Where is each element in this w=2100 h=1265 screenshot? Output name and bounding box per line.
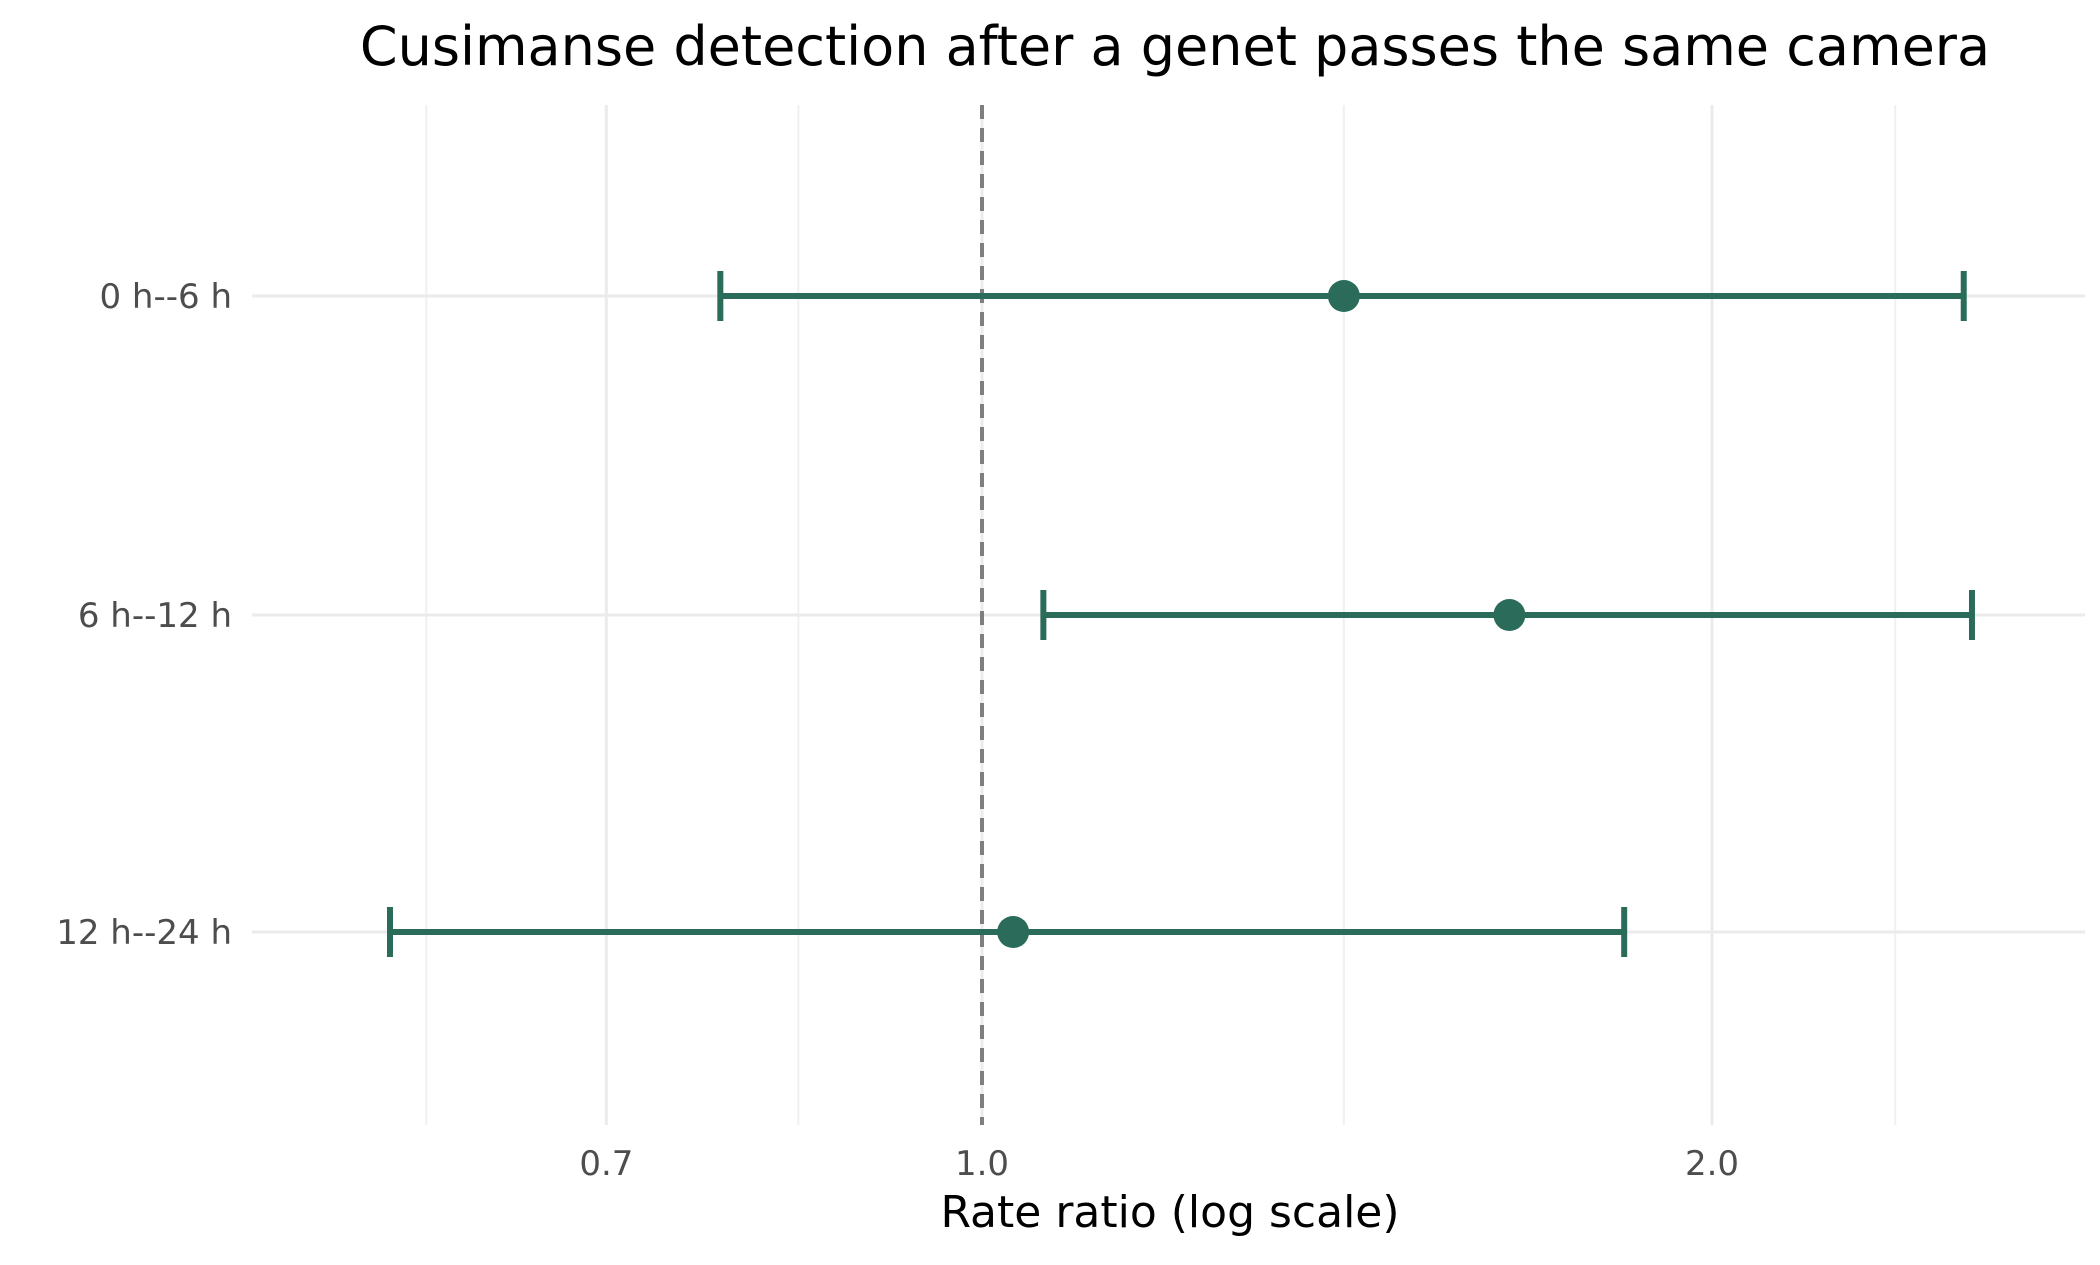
point-estimate (1493, 599, 1526, 631)
y-tick-label: 12 h--24 h (56, 913, 232, 953)
x-tick-label: 2.0 (1685, 1144, 1739, 1184)
x-tick-label: 0.7 (579, 1144, 633, 1184)
y-tick-label: 0 h--6 h (99, 277, 232, 317)
x-axis-tick-labels: 0.7 1.0 2.0 (579, 1144, 1739, 1184)
x-tick-label: 1.0 (955, 1144, 1009, 1184)
y-tick-label: 6 h--12 h (78, 596, 232, 636)
estimate-layer (386, 271, 1975, 957)
point-estimate (1327, 280, 1360, 312)
point-estimate (997, 916, 1030, 948)
x-axis-label: Rate ratio (log scale) (940, 1187, 1399, 1238)
y-axis-tick-labels: 0 h--6 h 6 h--12 h 12 h--24 h (56, 277, 232, 953)
chart-title: Cusimanse detection after a genet passes… (360, 15, 1990, 78)
